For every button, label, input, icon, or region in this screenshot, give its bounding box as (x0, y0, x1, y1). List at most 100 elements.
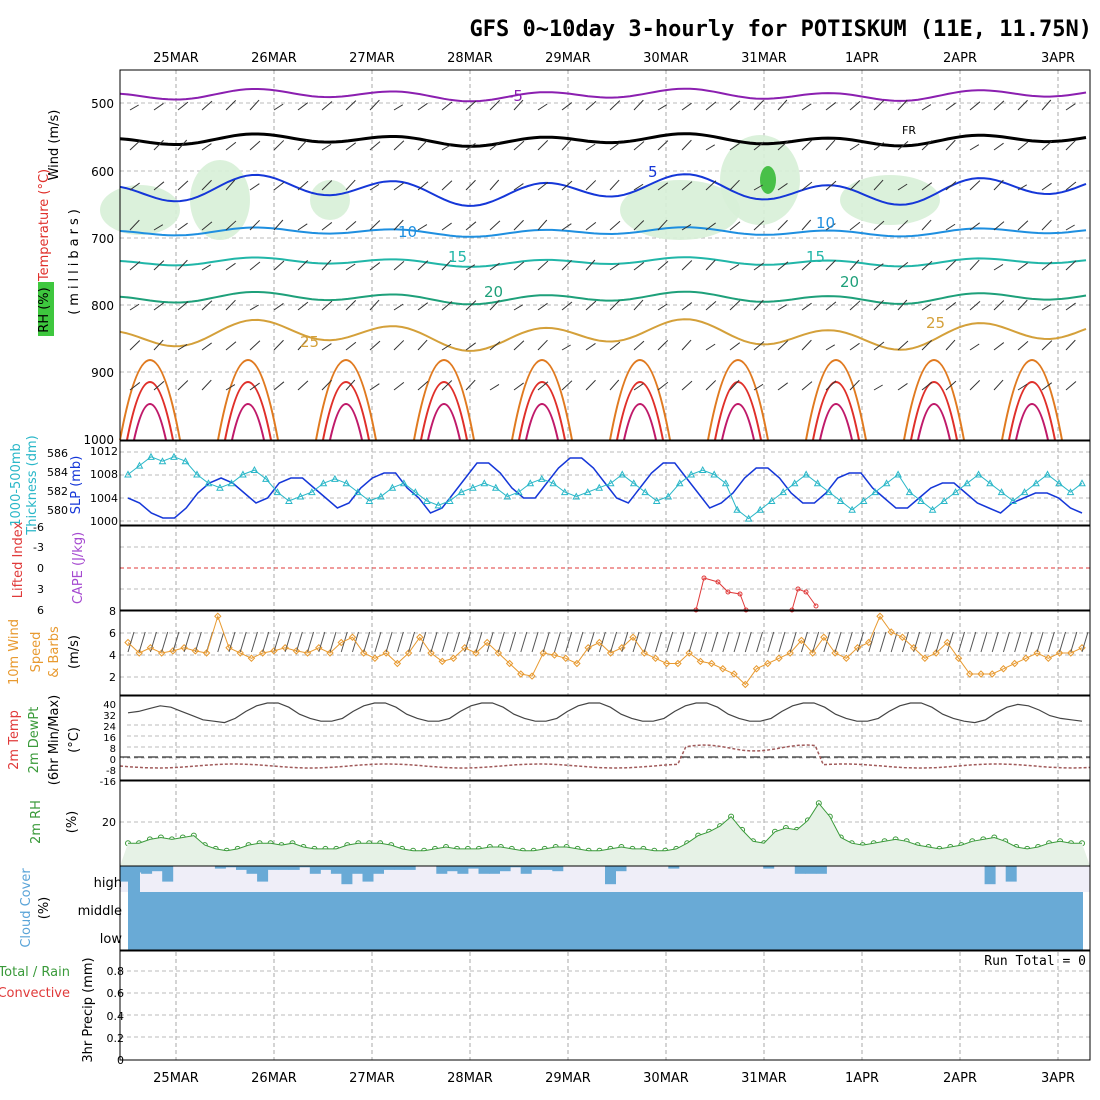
thickness-marker (790, 479, 799, 487)
thickness-marker (836, 496, 845, 504)
thickness-marker (940, 496, 948, 504)
wind-barb (705, 301, 717, 311)
wind-barb (129, 303, 140, 311)
thickness-marker (882, 479, 891, 487)
wind-barb (777, 99, 788, 111)
cape-marker (795, 586, 801, 592)
wind-barb (513, 183, 524, 191)
date-label-bottom: 1APR (845, 1071, 879, 1086)
wind-barb (417, 102, 428, 111)
thickness-marker (204, 479, 213, 487)
thickness-marker (825, 488, 833, 496)
temp2m-tick: -8 (106, 766, 116, 777)
wind-barb (969, 180, 981, 191)
wind-barb (393, 104, 403, 111)
wind-barb (993, 379, 1004, 391)
wind-barb (849, 342, 860, 351)
wind-barb (513, 304, 523, 311)
wind10-barb (946, 631, 954, 653)
wind-barb (153, 302, 165, 311)
wind-barb (561, 180, 573, 191)
upper-tick: 500 (91, 97, 114, 111)
wind-barb (489, 141, 501, 151)
wind-barb (561, 259, 572, 271)
wind-barb (369, 340, 381, 351)
wind10-marker (640, 649, 648, 657)
wind-barb (921, 140, 933, 151)
wind-barb (993, 263, 1004, 271)
wind-barb (681, 181, 693, 191)
wind-barb (777, 382, 789, 391)
boundary-temp-contour (714, 381, 762, 441)
wind10-barb (307, 631, 315, 653)
temp2m-ticks: 40 32 24 16 8 0 -8 -16 (100, 700, 116, 788)
wind10-barb (834, 631, 842, 653)
wind-barb (801, 339, 812, 351)
wind-barb (897, 340, 909, 351)
isotherm-line (119, 318, 1087, 352)
wind-barb (201, 264, 211, 271)
wind-barb (225, 179, 236, 191)
temp2m-tick: -16 (100, 777, 116, 788)
contour-label: 20 (840, 273, 859, 291)
wind-barb (177, 301, 189, 311)
isotherm-line (119, 173, 1087, 207)
wind-barb (561, 301, 573, 311)
wind10-barb (340, 631, 348, 653)
dewpoint-line (119, 744, 1091, 769)
wind10-marker (966, 670, 974, 678)
wind-barb (393, 140, 405, 151)
wind-barb (921, 104, 932, 111)
wind10-barb (666, 631, 674, 653)
thickness-marker (135, 461, 144, 469)
wind-barb (633, 141, 645, 151)
boundary-temp-contour (420, 381, 468, 441)
wind10-label-d: (m/s) (67, 635, 82, 669)
wind-barb (441, 259, 452, 271)
wind-barb (465, 100, 477, 111)
wind-barb (273, 103, 284, 111)
wind-barb (417, 139, 428, 151)
wind10-barb (868, 631, 876, 653)
wind-barb (225, 141, 237, 151)
wind10-marker (595, 638, 604, 647)
wind-barb (585, 143, 596, 151)
wind-barb (945, 260, 957, 271)
wind-barb (393, 303, 404, 311)
wind-barb (225, 220, 237, 231)
thickness-marker (1020, 488, 1029, 496)
thickness-marker (963, 479, 971, 487)
wind10-barb (1070, 631, 1078, 653)
date-label-top: 26MAR (251, 51, 297, 66)
wind10-barb (273, 631, 281, 653)
precip-tick: 0 (117, 1054, 124, 1067)
wind10-marker (393, 659, 402, 668)
boundary-temp-contour (721, 403, 755, 441)
wind-barb (729, 100, 741, 111)
wind-barb (633, 299, 644, 311)
wind10-barb (520, 631, 528, 653)
wind-barb (897, 383, 908, 391)
date-label-top: 25MAR (153, 51, 199, 66)
wind-barb (873, 142, 885, 151)
wind-barb (873, 100, 885, 111)
precip-axis-label: 3hr Precip (mm) (81, 957, 96, 1062)
wind10-marker (359, 649, 368, 657)
contour-label: 5 (648, 163, 658, 181)
cloud-unit: (%) (37, 897, 52, 920)
wind-barb (1041, 219, 1052, 231)
frame-layer (119, 69, 1091, 1061)
wind10-barb (453, 631, 460, 653)
wind-barb (705, 343, 716, 351)
precip-ticks: 0.8 0.6 0.4 0.2 0 (107, 965, 125, 1067)
thickness-label-b: Thickness (dm) (25, 435, 40, 535)
wind-barb (921, 303, 932, 311)
upper-unit-label: (millibars) (67, 205, 82, 315)
wind-barb (609, 341, 621, 351)
wind-barb (897, 220, 909, 231)
wind10-barb (857, 631, 865, 653)
wind10-barb (161, 631, 169, 653)
wind10-barb (733, 631, 741, 653)
wind-barb (969, 101, 981, 111)
